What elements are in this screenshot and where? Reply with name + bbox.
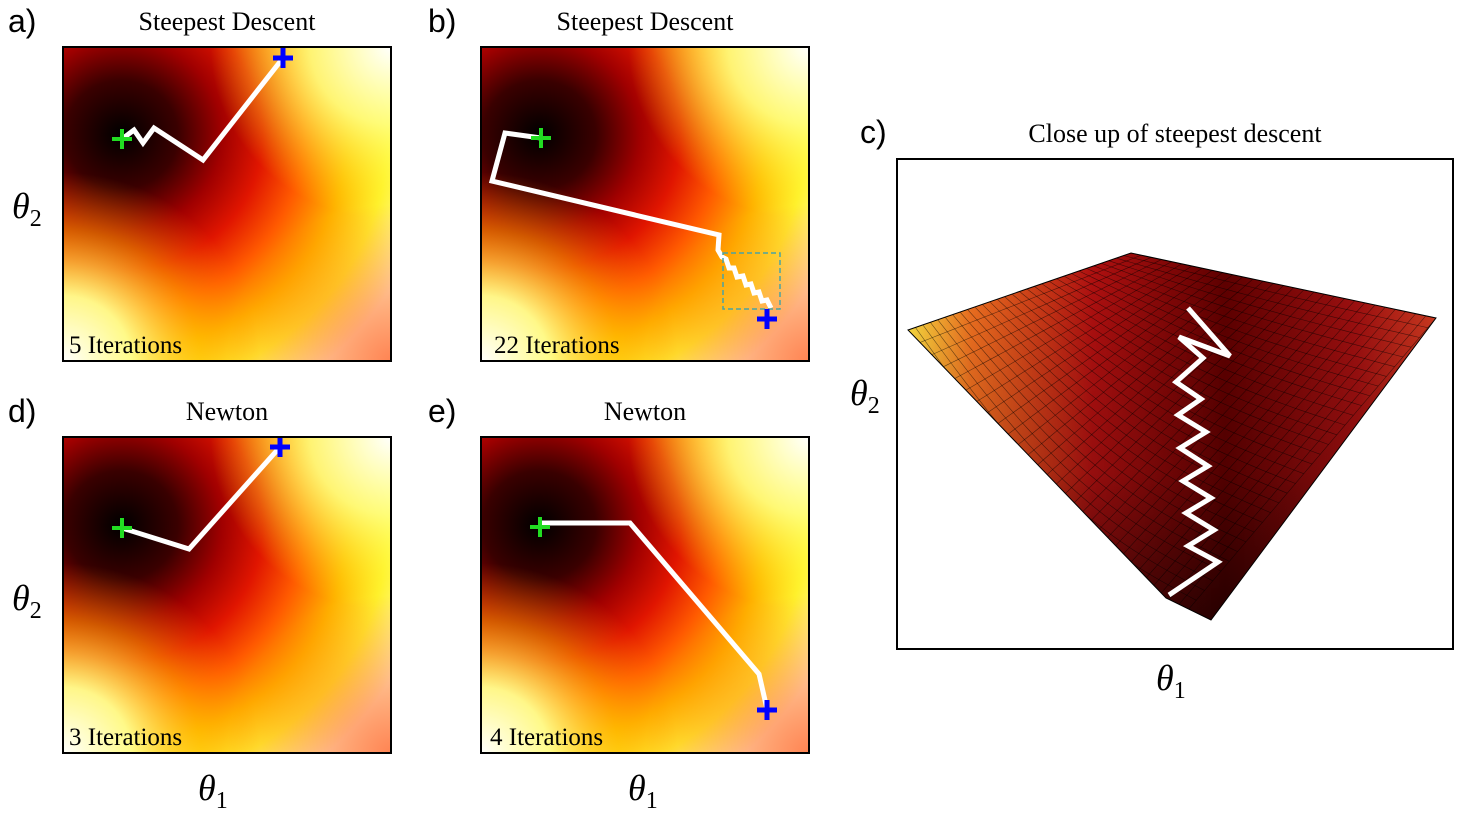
panel-b-title: Steepest Descent [556,7,734,36]
panel-a-start-marker [273,48,293,68]
panel-label-e: e) [428,393,457,429]
panel-d-y-axis-label: θ2 [12,578,42,625]
panel-a-y-axis-label: θ2 [12,186,42,233]
surface-mesh-line [1141,307,1386,584]
surface-mesh-line [1101,263,1403,358]
panel-e-title: Newton [603,397,687,426]
panel-a-heatmap [62,46,392,362]
panel-label-d: d) [8,393,37,429]
panel-label-a: a) [8,3,37,39]
surface-mesh-line [1108,260,1412,348]
surface-mesh-line [1178,315,1427,605]
panel-c-descent-path [1167,306,1232,598]
panel-b-end-marker [531,128,551,148]
panel-b-start-marker [757,309,777,329]
panel-d-heatmap [62,436,392,754]
panel-e-start-marker [757,700,777,720]
panel-a-iteration-count: 5 Iterations [69,332,183,359]
surface-mesh-line [1116,257,1420,338]
panel-label-c: c) [860,114,887,150]
panel-a-title: Steepest Descent [138,7,316,36]
surface-mesh-line [1169,313,1416,600]
panel-e-end-marker [530,517,550,537]
panel-c-surface-plot [896,158,1454,650]
panel-e-heatmap [480,436,810,754]
panel-d-start-marker [270,437,290,457]
panel-b-heatmap [480,46,810,362]
surface-mesh-line [1159,311,1406,595]
panel-d-title: Newton [185,397,269,426]
panel-d-x-axis-label: θ1 [198,768,228,815]
panel-e-x-axis-label: θ1 [628,768,658,815]
panel-a-descent-path [120,56,285,164]
panel-b-descent-path [488,130,774,310]
surface-mesh-line [1123,255,1428,328]
panel-e-newton-path [540,520,770,710]
panel-d-newton-path [121,445,282,552]
panel-label-b: b) [428,3,457,39]
surface-mesh-line [1187,317,1436,611]
panel-d-iteration-count: 3 Iterations [69,724,183,751]
panel-d-end-marker [112,518,132,538]
panel-c-y-axis-label: θ2 [850,373,880,420]
panel-e-iteration-count: 4 Iterations [490,724,604,751]
panel-b-iteration-count: 22 Iterations [494,332,620,359]
panel-a-end-marker [112,129,132,149]
panel-c-x-axis-label: θ1 [1156,658,1186,705]
panel-c-title: Close up of steepest descent [1028,119,1322,148]
panel-b-zoom-box [722,252,781,310]
surface-mesh-line [1130,253,1436,319]
